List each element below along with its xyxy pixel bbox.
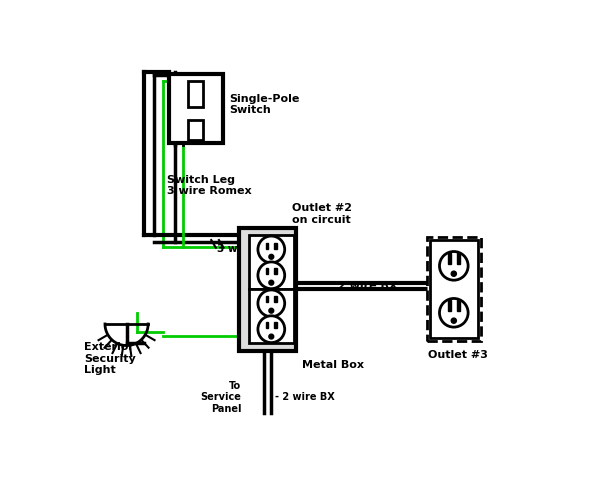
Bar [430, 241, 478, 338]
Bar [188, 120, 203, 139]
Circle shape [439, 298, 468, 327]
Text: Exterior
Security
Light: Exterior Security Light [84, 342, 136, 375]
Circle shape [269, 334, 274, 339]
Text: Outlet #2
on circuit: Outlet #2 on circuit [292, 203, 352, 225]
Bar [249, 289, 293, 343]
Bar [266, 296, 268, 302]
Bar [274, 296, 277, 302]
Text: 3 wire Romex: 3 wire Romex [217, 244, 298, 254]
Bar [274, 322, 277, 328]
Text: 2 wire BX: 2 wire BX [338, 281, 398, 291]
Text: Switch Leg
3 wire Romex: Switch Leg 3 wire Romex [167, 174, 252, 196]
Circle shape [451, 318, 457, 323]
Bar [457, 253, 460, 264]
Text: Single-Pole
Switch: Single-Pole Switch [229, 94, 299, 115]
Text: To
Service
Panel: To Service Panel [200, 381, 241, 414]
Circle shape [258, 236, 285, 263]
Text: Outlet #3: Outlet #3 [428, 350, 488, 360]
Bar [448, 253, 451, 264]
Bar [266, 322, 268, 328]
Text: Metal Box: Metal Box [302, 360, 364, 370]
Bar [169, 74, 223, 143]
Bar [266, 268, 268, 275]
Circle shape [258, 316, 285, 343]
Circle shape [258, 262, 285, 289]
Circle shape [258, 290, 285, 317]
Bar [266, 243, 268, 248]
Bar [239, 228, 296, 351]
Text: - 2 wire BX: - 2 wire BX [275, 392, 335, 402]
Bar [188, 81, 203, 107]
Circle shape [439, 252, 468, 280]
Bar [249, 235, 293, 289]
Circle shape [269, 254, 274, 259]
Bar [427, 237, 481, 341]
Bar [274, 243, 277, 248]
Bar [457, 300, 460, 311]
Circle shape [451, 271, 457, 277]
Bar [274, 268, 277, 275]
Bar [448, 300, 451, 311]
Circle shape [269, 280, 274, 285]
Circle shape [269, 308, 274, 313]
